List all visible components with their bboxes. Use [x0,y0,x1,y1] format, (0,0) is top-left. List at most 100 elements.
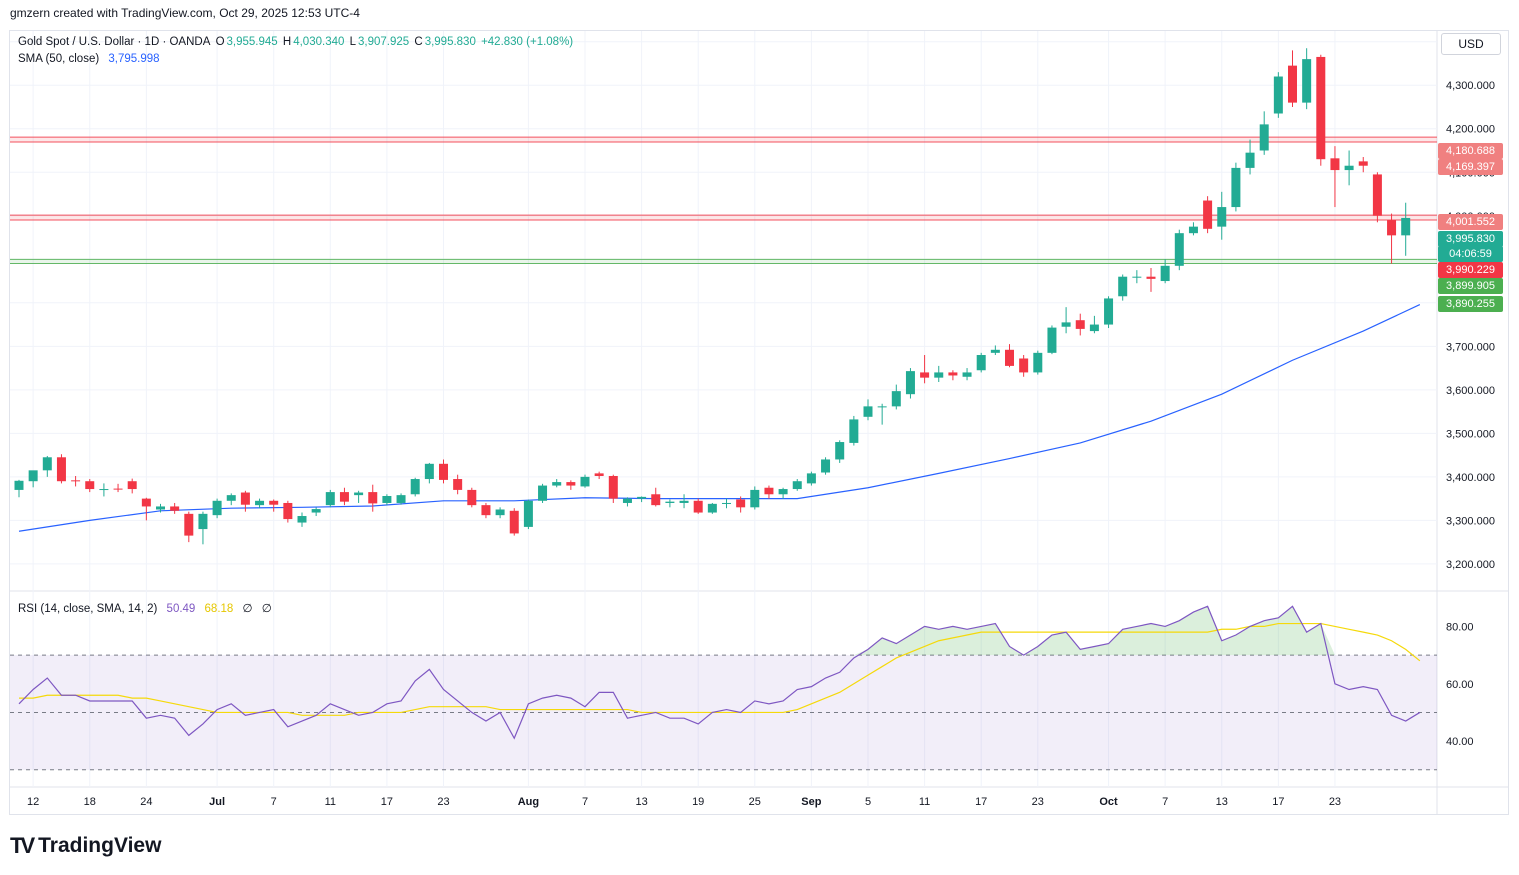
candle-body [14,480,24,490]
candle-body [637,496,647,499]
attribution: gmzern created with TradingView.com, Oct… [10,6,360,20]
x-tick-label: 19 [692,796,704,808]
candle-body [990,349,1000,353]
price-tag: 3,995.830 [1438,231,1503,247]
ohlc-open: 3,955.945 [226,36,278,48]
candle-body [325,492,335,506]
x-tick-label: 23 [437,796,449,808]
candle-body [835,442,845,460]
level-zone [10,215,1437,221]
main-legend: Gold Spot / U.S. Dollar · 1D · OANDA O 3,… [18,36,575,48]
candle-body [1005,349,1014,366]
candle-body [212,500,222,516]
candle-body [552,482,562,486]
candle-body [269,500,279,505]
candle-body [396,495,406,503]
candle-body [523,500,533,527]
candle-body [538,485,548,501]
ohlc-change: +42.830 (+1.08%) [481,36,574,48]
x-tick-label: 11 [325,796,336,808]
candle-body [410,479,420,495]
x-tick-label: 25 [749,796,761,808]
candle-body [934,372,944,378]
candle-body [821,459,831,473]
candle-body [1302,59,1312,103]
candle-body [566,482,576,486]
candle-body [1273,76,1283,114]
y-tick-label: 4,300.000 [1446,80,1495,92]
candle-body [1288,65,1297,103]
rsi-label: RSI (14, close, SMA, 14, 2) [18,603,158,615]
y-tick-label: 3,300.000 [1446,515,1495,527]
rsi-tick-label: 60.00 [1446,679,1474,691]
candle-body [594,473,604,476]
price-tag: 4,180.688 [1438,143,1503,159]
candle-body [792,481,802,490]
candle-body [368,492,378,504]
sma-label: SMA (50, close) [18,53,100,65]
candle-body [170,506,180,511]
rsi-extra-1: ∅ [242,603,253,615]
currency-selector[interactable]: USD [1441,33,1501,55]
candle-body [1146,276,1156,279]
candle-body [905,371,915,395]
x-tick-label: 17 [975,796,987,808]
candle-body [1231,167,1241,208]
candle-body [1033,352,1043,373]
candle-body [1259,124,1269,151]
candle-body [1344,165,1354,171]
candle-body [198,513,208,530]
candle-body [750,489,760,508]
x-tick-label: Oct [1099,796,1118,808]
rsi-legend: RSI (14, close, SMA, 14, 2) 50.49 68.18 … [18,601,274,615]
candle-body [651,494,661,506]
candle-body [481,505,491,516]
candle-body [1316,56,1326,160]
candle-body [311,509,321,513]
candle-body [1188,226,1198,234]
price-tag: 4,169.397 [1438,159,1503,175]
candle-body [28,470,38,482]
candle-body [877,406,887,408]
candle-body [1019,358,1029,373]
x-tick-label: 11 [919,796,930,808]
candle-body [283,502,293,520]
tradingview-wordmark: TradingView [38,834,162,857]
candle-body [976,355,986,371]
price-tag: 04:06:59 [1438,246,1503,262]
candle-body [722,502,731,504]
candle-body [339,492,349,502]
y-tick-label: 3,700.000 [1446,341,1495,353]
candle-body [891,391,901,407]
candle-body [1245,152,1255,168]
x-tick-label: 5 [865,796,871,808]
candle-body [439,463,448,480]
x-tick-label: 13 [635,796,647,808]
sma-legend: SMA (50, close) 3,795.998 [18,53,162,65]
candle-body [56,457,66,482]
candle-body [1387,220,1397,236]
candle-body [665,501,675,503]
candle-body [453,479,463,490]
x-tick-label: 23 [1329,796,1341,808]
x-tick-label: 7 [271,796,277,808]
tradingview-brand[interactable]: TV TradingView [10,833,161,859]
ohlc-high: 4,030.340 [293,36,345,48]
x-tick-label: Jul [209,796,225,808]
x-tick-label: 12 [27,796,39,808]
level-zone [10,259,1437,264]
rsi-tick-label: 40.00 [1446,736,1474,748]
candle-body [1104,298,1114,325]
candle-body [736,499,746,508]
rsi-sma-value: 68.18 [204,603,234,615]
rsi-line [18,605,1421,740]
rsi-tick-label: 80.00 [1446,621,1474,633]
x-tick-label: 7 [1162,796,1168,808]
tradingview-logo-icon: TV [10,833,35,858]
candle-body [156,506,165,510]
candle-body [1174,233,1184,266]
candle-body [962,372,972,377]
y-tick-label: 3,500.000 [1446,428,1495,440]
candle-body [806,473,816,484]
